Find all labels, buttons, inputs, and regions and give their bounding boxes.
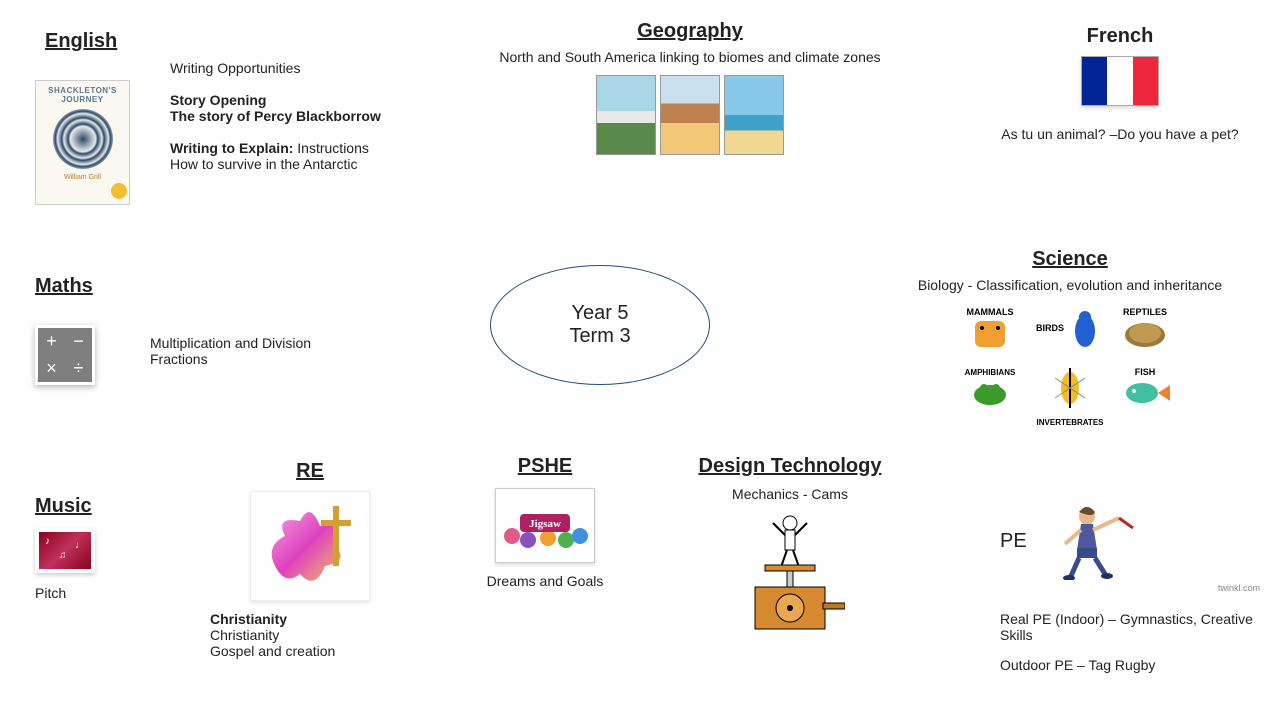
geography-desc: North and South America linking to biome…: [480, 49, 900, 65]
mandala-icon: [53, 109, 113, 169]
french-desc: As tu un animal? –Do you have a pet?: [980, 126, 1260, 142]
label-reptiles: REPTILES: [1123, 307, 1167, 317]
book-title: SHACKLETON'S JOURNEY: [41, 86, 124, 104]
center-year: Year 5: [491, 302, 709, 325]
english-text: Writing Opportunities Story Opening The …: [170, 60, 430, 172]
english-explain-line: How to survive in the Antarctic: [170, 156, 430, 172]
french-flag-icon: [1081, 56, 1159, 106]
biome-beach-icon: [724, 75, 784, 155]
science-title: Science: [1032, 248, 1108, 271]
french-title: French: [1087, 25, 1154, 48]
label-amphibians: AMPHIBIANS: [965, 368, 1016, 377]
music-block: Music ♪ ♫ ♩ Pitch: [35, 495, 95, 601]
label-invertebrates: INVERTEBRATES: [1037, 418, 1105, 427]
science-desc: Biology - Classification, evolution and …: [870, 277, 1270, 293]
pshe-block: PSHE Jigsaw Dreams and Goals: [470, 455, 620, 589]
classification-image: MAMMALS BIRDS REPTILES AMPHIBIANS INVERT…: [870, 303, 1270, 436]
english-writing-opp: Writing Opportunities: [170, 60, 430, 76]
biome-desert-icon: [660, 75, 720, 155]
maths-l1: Multiplication and Division: [150, 335, 311, 351]
english-story-line: The story of Percy Blackborrow: [170, 108, 430, 124]
biomes-image: [480, 75, 900, 155]
maths-l2: Fractions: [150, 351, 311, 367]
dove-cross-icon: [250, 491, 370, 601]
english-story-h: Story Opening: [170, 92, 430, 108]
pe-block: PE twinkl.com Real PE (Indoor) – Gymnast…: [1000, 500, 1270, 673]
maths-title: Maths: [35, 275, 93, 297]
label-mammals: MAMMALS: [967, 307, 1014, 317]
pshe-title: PSHE: [518, 455, 572, 478]
pe-row: PE: [1000, 500, 1270, 583]
english-explain: Writing to Explain: Instructions: [170, 140, 430, 156]
music-desc: Pitch: [35, 585, 95, 601]
english-book-cover: SHACKLETON'S JOURNEY William Grill: [35, 80, 130, 205]
re-bold: Christianity: [210, 611, 410, 627]
maths-heading: Maths: [35, 275, 93, 298]
biome-mountain-icon: [596, 75, 656, 155]
center-term: Term 3: [491, 325, 709, 348]
geography-title: Geography: [637, 20, 743, 43]
music-notes-icon: ♪ ♫ ♩: [35, 528, 95, 573]
re-l1: Christianity: [210, 627, 410, 643]
english-heading: English: [45, 30, 117, 53]
book-medal: [111, 183, 127, 199]
pe-hockey-icon: [1047, 500, 1137, 583]
re-title: RE: [210, 460, 410, 483]
calculator-icon: +−×÷: [35, 325, 95, 385]
english-explain-h: Writing to Explain:: [170, 140, 293, 156]
english-explain-tail: Instructions: [293, 140, 368, 156]
cam-mechanism-icon: [730, 510, 850, 630]
pe-title: PE: [1000, 530, 1027, 553]
geography-block: Geography North and South America linkin…: [480, 20, 900, 155]
center-oval: Year 5 Term 3: [490, 265, 710, 385]
science-block: Science Biology - Classification, evolut…: [870, 248, 1270, 436]
re-l2: Gospel and creation: [210, 643, 410, 659]
pe-l1: Real PE (Indoor) – Gymnastics, Creative …: [1000, 611, 1270, 643]
label-birds: BIRDS: [1036, 323, 1064, 333]
maths-text: Multiplication and Division Fractions: [150, 335, 311, 367]
svg-text:Jigsaw: Jigsaw: [529, 518, 561, 530]
french-block: French As tu un animal? –Do you have a p…: [980, 25, 1260, 142]
pe-l2: Outdoor PE – Tag Rugby: [1000, 657, 1270, 673]
music-title: Music: [35, 495, 95, 518]
english-title: English: [45, 30, 117, 52]
dt-block: Design Technology Mechanics - Cams: [670, 455, 910, 630]
pshe-desc: Dreams and Goals: [470, 573, 620, 589]
pe-credit: twinkl.com: [1000, 583, 1260, 593]
dt-title: Design Technology: [699, 455, 882, 478]
pshe-jigsaw-icon: Jigsaw: [495, 488, 595, 563]
dt-desc: Mechanics - Cams: [670, 486, 910, 502]
book-author: William Grill: [41, 174, 124, 181]
label-fish: FISH: [1135, 367, 1156, 377]
re-block: RE Christianity Christianity Gospel and …: [210, 460, 410, 659]
